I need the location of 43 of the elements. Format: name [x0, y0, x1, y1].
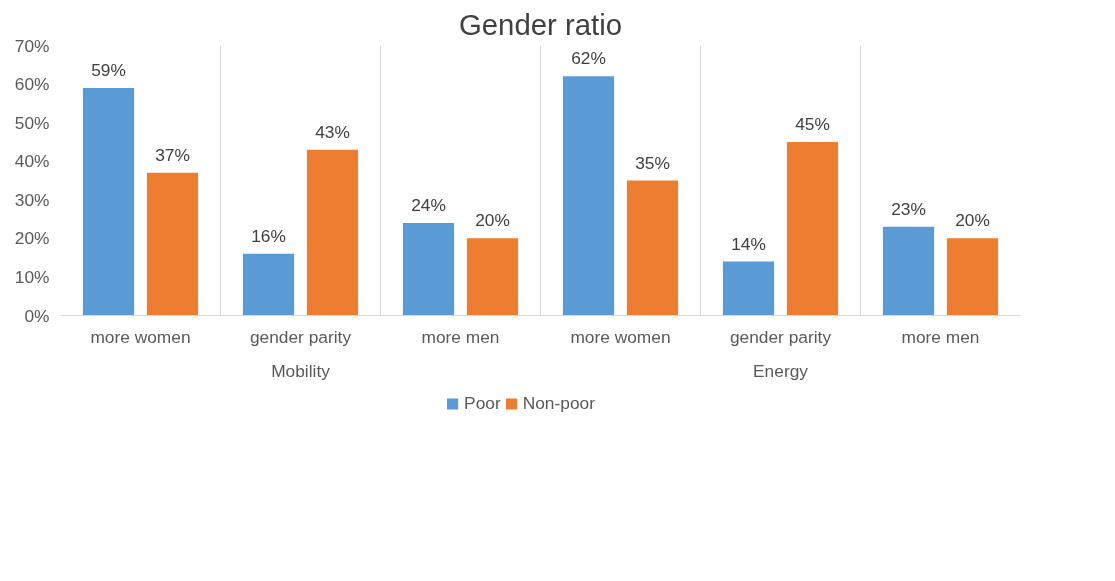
- bar: [466, 238, 519, 316]
- legend-label: Non-poor: [522, 392, 595, 414]
- bar: [722, 261, 775, 316]
- data-label: 16%: [251, 225, 286, 246]
- data-label: 20%: [475, 210, 510, 231]
- bar: [242, 253, 295, 316]
- data-label: 35%: [635, 152, 670, 173]
- data-label: 37%: [155, 144, 190, 165]
- x-tick-label: more women: [90, 326, 191, 347]
- data-label: 59%: [91, 59, 126, 80]
- bar: [786, 141, 839, 316]
- y-tick-label: 20%: [14, 228, 50, 249]
- data-label: 24%: [411, 194, 446, 215]
- data-label: 62%: [571, 48, 606, 69]
- y-tick-label: 70%: [14, 35, 50, 56]
- bar: [562, 76, 615, 316]
- data-label: 45%: [795, 113, 830, 134]
- text: Energy: [753, 360, 809, 381]
- x-tick-label: more men: [901, 326, 980, 347]
- y-tick-label: 30%: [14, 189, 50, 210]
- bar: [306, 149, 359, 316]
- bar: [402, 222, 455, 316]
- x-tick-label: more men: [421, 326, 500, 347]
- y-tick-label: 50%: [14, 112, 50, 133]
- data-label: 43%: [315, 121, 350, 142]
- x-tick-label: more women: [570, 326, 671, 347]
- x-tick-label: gender parity: [729, 326, 832, 347]
- data-label: 14%: [731, 233, 766, 254]
- x-tick-label: gender parity: [249, 326, 352, 347]
- bar: [146, 172, 199, 316]
- text: Mobility: [271, 360, 331, 381]
- bar: [626, 180, 679, 316]
- chart-title: Gender ratio: [458, 7, 623, 41]
- data-label: 20%: [955, 210, 990, 231]
- y-tick-label: 0%: [24, 305, 50, 326]
- bar: [82, 87, 135, 316]
- bar: [946, 238, 999, 316]
- data-label: 23%: [891, 198, 926, 219]
- y-tick-label: 60%: [14, 74, 50, 95]
- bar: [882, 226, 935, 316]
- y-tick-label: 10%: [14, 266, 50, 287]
- legend-label: Poor: [464, 392, 501, 414]
- y-tick-label: 40%: [14, 151, 50, 172]
